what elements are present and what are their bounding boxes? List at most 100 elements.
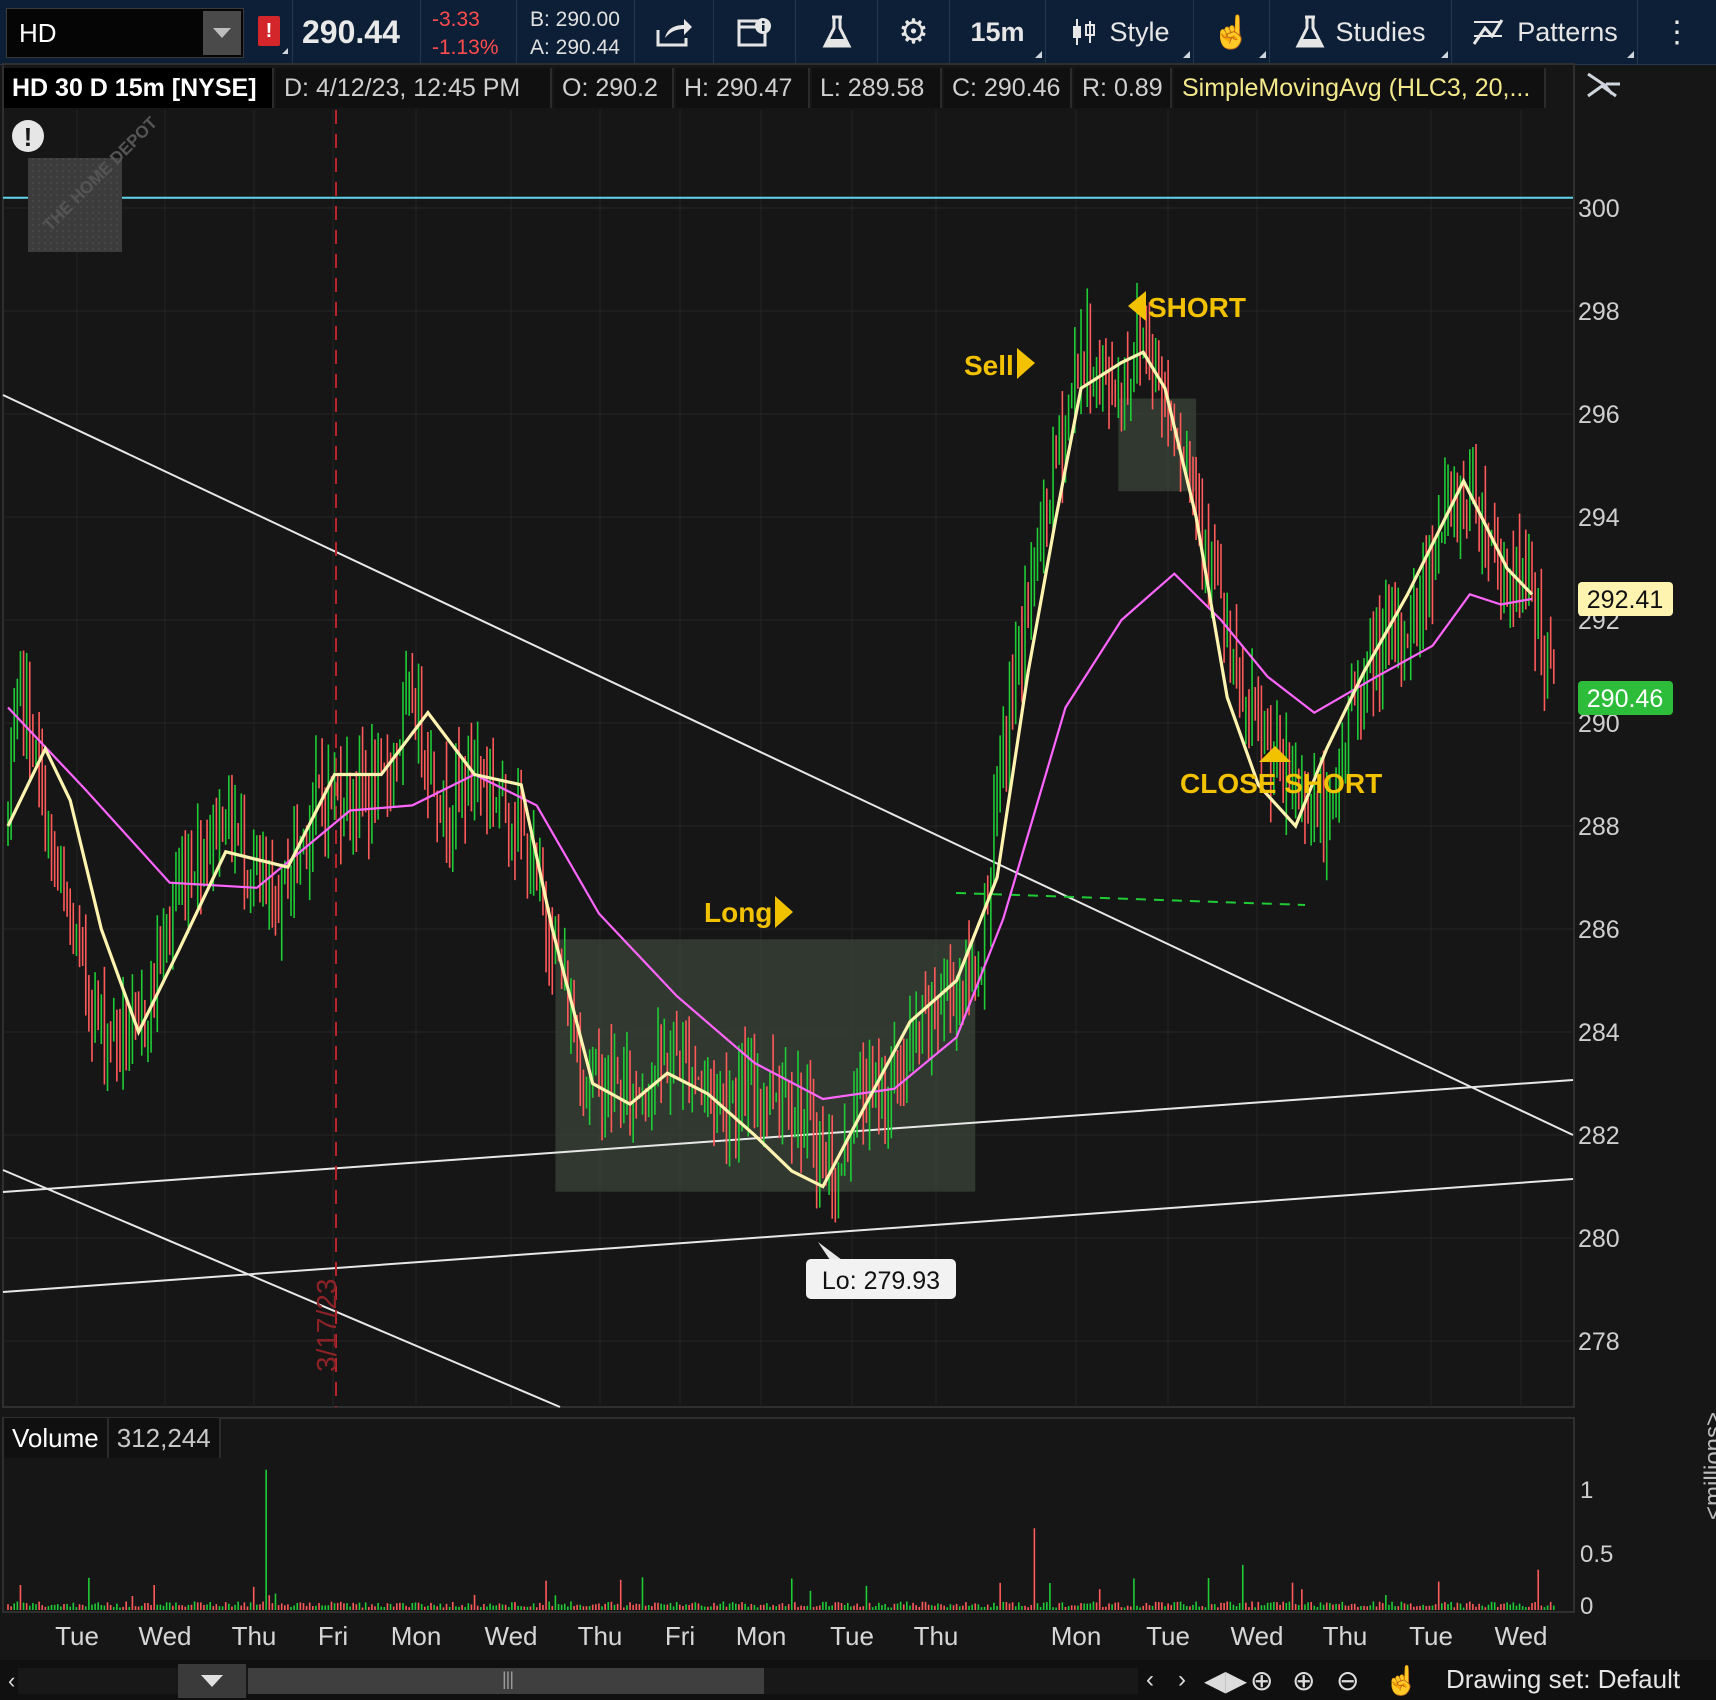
bar-low: L: 289.58 — [812, 68, 942, 108]
company-logo: THE HOME DEPOT — [28, 113, 161, 252]
annotation-long[interactable]: Long — [704, 896, 793, 928]
volume-tick-label: 1 — [1580, 1477, 1593, 1504]
more-icon: ⋮ — [1662, 15, 1692, 49]
support-dashed-line[interactable] — [955, 891, 1306, 906]
drawing-set-label[interactable]: Drawing set: Default — [1446, 1664, 1681, 1694]
volume-tick-label: 0 — [1580, 1593, 1593, 1620]
studies-label: Studies — [1335, 16, 1426, 47]
zoom-in-icon[interactable]: ⊕ — [1292, 1665, 1316, 1696]
lower-downtrend-line[interactable] — [2, 1169, 561, 1408]
alert-flag-icon[interactable]: ! — [258, 16, 288, 54]
upper-uptrend-line[interactable] — [2, 1079, 1574, 1193]
annotation-sell[interactable]: Sell — [964, 348, 1035, 381]
candlestick-icon — [1073, 19, 1096, 45]
trade-boxes — [555, 398, 1197, 1192]
scroll-left-icon[interactable]: ‹ — [8, 1668, 16, 1693]
volume-title[interactable]: Volume — [4, 1418, 109, 1458]
upper-downtrend-line[interactable] — [2, 394, 1574, 1136]
lower-uptrend-line[interactable] — [2, 1178, 1574, 1293]
more-button[interactable]: ⋮ — [1638, 0, 1716, 64]
time-tick-label: Mon — [391, 1621, 442, 1651]
symbol-selector[interactable]: HD — [6, 8, 244, 58]
price-tick-label: 278 — [1578, 1328, 1620, 1356]
price-tick-label: 296 — [1578, 401, 1620, 429]
time-tick-label: Thu — [914, 1621, 959, 1651]
net-change: -3.33 — [432, 8, 480, 31]
flask-icon — [1296, 15, 1325, 48]
gear-icon: ⚙ — [898, 13, 929, 51]
style-button[interactable]: Style — [1046, 0, 1194, 64]
hand-pointer-icon: ☝ — [1211, 14, 1252, 50]
price-tick-label: 280 — [1578, 1225, 1620, 1253]
scroll-back-icon[interactable]: ‹ — [1146, 1666, 1154, 1693]
share-icon — [656, 19, 692, 47]
price-tick-label: 286 — [1578, 916, 1620, 944]
last-price: 290.44 — [302, 14, 400, 50]
slow-moving-average-line — [7, 572, 1533, 1101]
time-tick-label: Wed — [139, 1621, 192, 1651]
pan-arrows-icon[interactable]: ◀▶ — [1204, 1665, 1248, 1696]
expand-collapse-icon[interactable] — [1587, 72, 1620, 98]
volume-unit-label: <millions> — [1700, 1411, 1716, 1520]
style-label: Style — [1109, 16, 1170, 47]
low-price-bubble-text: Lo: 279.93 — [822, 1267, 940, 1295]
volume-panel-frame — [2, 1417, 1575, 1613]
sma-price-badge-text: 292.41 — [1587, 586, 1663, 614]
settings-button[interactable]: ⚙ — [878, 0, 950, 64]
bar-range: R: 0.89 — [1074, 68, 1172, 108]
ask-price: A: 290.44 — [530, 36, 620, 59]
crosshair-icon[interactable]: ⊕ — [1250, 1665, 1274, 1696]
alert-icon[interactable]: ! — [12, 120, 44, 152]
price-panel-frame — [2, 63, 1575, 1408]
chart-header: HD 30 D 15m [NYSE] D: 4/12/23, 12:45 PM … — [4, 68, 1546, 108]
chevron-down-icon[interactable] — [203, 11, 241, 55]
time-tick-label: Mon — [1051, 1621, 1102, 1651]
studies-button[interactable]: Studies — [1270, 0, 1452, 64]
annotation-close-short-text: CLOSE SHORT — [1180, 768, 1382, 799]
main-toolbar: HD ! 290.44 -3.33 -1.13% B: 290.00 A: 29… — [0, 0, 1716, 65]
time-tick-label: Tue — [1409, 1621, 1453, 1651]
zoom-out-icon[interactable]: ⊖ — [1336, 1665, 1360, 1696]
price-chart[interactable]: 3/17/23 30029829629429229028828628428228… — [0, 0, 1716, 1660]
patterns-button[interactable]: Patterns — [1452, 0, 1638, 64]
drawing-tool-button[interactable]: ☝ — [1194, 0, 1270, 64]
hand-icon[interactable]: ☝ — [1384, 1665, 1419, 1696]
aggregation-button[interactable]: 15m — [950, 0, 1046, 64]
fast-moving-average-line — [6, 350, 1534, 1189]
bottom-bar: ‹ ||| ‹ › ◀▶ ⊕ ⊕ ⊖ ☝ Drawing set: Defaul… — [0, 1660, 1716, 1700]
percent-change: -1.13% — [432, 36, 499, 59]
patterns-label: Patterns — [1517, 16, 1618, 47]
study-label[interactable]: SimpleMovingAvg (HLC3, 20,... — [1174, 68, 1546, 108]
trend-lines[interactable] — [2, 394, 1574, 1408]
price-tick-label: 282 — [1578, 1122, 1620, 1150]
flask-button[interactable] — [796, 0, 878, 64]
alert-icon-text: ! — [24, 122, 33, 152]
calendar-info-button[interactable] — [714, 0, 796, 64]
aggregation-label: 15m — [970, 16, 1025, 47]
time-tick-label: Thu — [232, 1621, 277, 1651]
volume-value: 312,244 — [108, 1418, 221, 1458]
scroll-forward-icon[interactable]: › — [1178, 1666, 1186, 1693]
annotation-sell-text: Sell — [964, 350, 1014, 381]
annotation-short[interactable]: SHORT — [1128, 291, 1246, 323]
time-tick-label: Tue — [1146, 1621, 1190, 1651]
pattern-icon — [1472, 19, 1504, 45]
volume-axis: 10.50 — [1580, 1477, 1613, 1620]
zoom-handle[interactable] — [178, 1664, 246, 1698]
annotation-long-text: Long — [704, 897, 772, 928]
alert-flag-text: ! — [265, 20, 273, 42]
scroll-thumb[interactable] — [248, 1668, 764, 1694]
annotation-close-short[interactable]: CLOSE SHORT — [1180, 746, 1382, 799]
bar-close: C: 290.46 — [944, 68, 1072, 108]
scroll-grip-icon: ||| — [502, 1669, 514, 1689]
price-tick-label: 294 — [1578, 504, 1620, 532]
time-axis[interactable]: Tue Wed Thu Fri Mon Wed Thu Fri Mon Tue Thu Mon Tue W… — [55, 1621, 1547, 1651]
trade-box — [555, 939, 976, 1192]
time-tick-label: Tue — [55, 1621, 99, 1651]
time-tick-label: Wed — [1231, 1621, 1284, 1651]
chart-title[interactable]: HD 30 D 15m [NYSE] — [4, 68, 274, 108]
share-button[interactable] — [634, 0, 714, 64]
flask-icon — [822, 15, 851, 48]
time-tick-label: Fri — [318, 1621, 348, 1651]
